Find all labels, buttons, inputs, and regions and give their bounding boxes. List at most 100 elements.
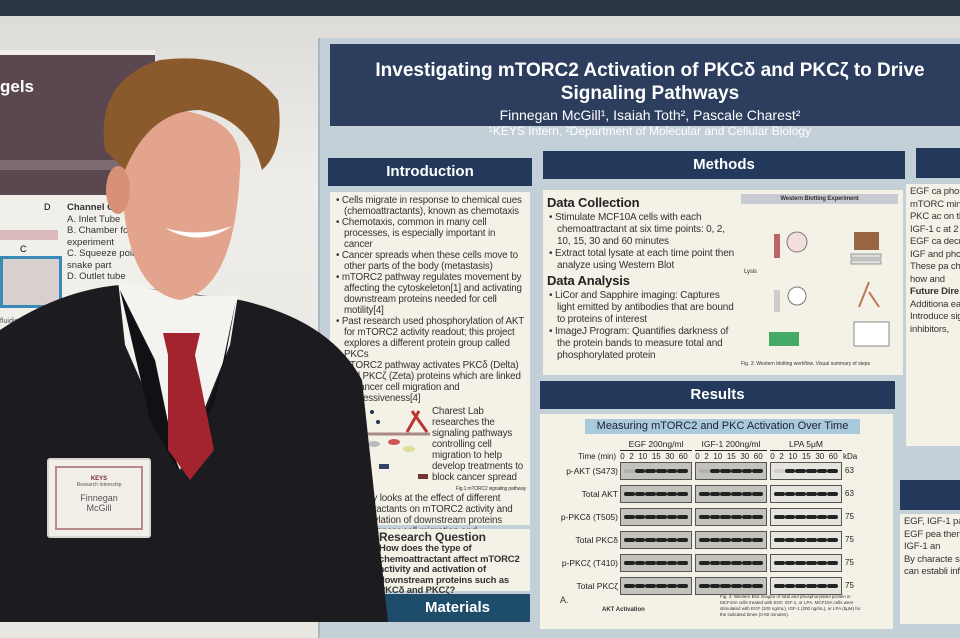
badge-last-name: McGill [86, 503, 112, 513]
blot-band [784, 515, 796, 519]
blot-band [709, 584, 721, 588]
blot-row: Total PKCδ 75 [544, 531, 862, 551]
left-caption: fluidic chip [0, 318, 33, 325]
blot-band [666, 492, 678, 496]
blot-band [634, 561, 646, 565]
blot-band [806, 469, 817, 473]
blot-band [666, 515, 678, 519]
poster-authors: Finnegan McGill¹, Isaiah Toth², Pascale … [499, 107, 801, 123]
right-bullet: EGF ca phosph IGF-1 a mTORC minutes [910, 186, 960, 210]
components-title: Channel Co [67, 202, 120, 213]
timepoint-label: 30 [815, 452, 825, 461]
western-blot-steps [769, 231, 890, 347]
timepoint-group: 0 2 10 15 30 60 [768, 451, 840, 463]
blot-band [624, 492, 635, 496]
blot-band [806, 538, 817, 542]
left-poster-title: gels [0, 77, 35, 96]
blot-panel [695, 485, 767, 503]
blot-band [720, 515, 732, 519]
blot-band [827, 561, 839, 565]
blot-band [795, 515, 807, 519]
blot-band [645, 584, 657, 588]
conclusion-bullet: EGF pea then dec [904, 528, 960, 540]
timepoint-label: 10 [788, 452, 798, 461]
blot-panel [695, 508, 767, 526]
blot-band [677, 561, 689, 565]
timepoint-label: 10 [713, 452, 723, 461]
timepoint-group: 0 2 10 15 30 60 [693, 451, 765, 463]
blot-row-label: Total PKCζ [576, 581, 618, 591]
intro-bullet: mTORC2 pathway regulates movement by aff… [334, 272, 526, 316]
blot-panel [770, 462, 842, 480]
future-bullet: Introduce signaling inhibitors, [910, 311, 960, 335]
research-question-box: Research Question How does the type of c… [375, 529, 530, 596]
blot-band [677, 538, 689, 542]
badge-org: KEYS [90, 476, 108, 482]
blot-band [827, 469, 839, 473]
blot-band [645, 538, 657, 542]
right-bullet: EGF ca decrease [910, 236, 960, 247]
blot-band [774, 538, 785, 542]
conclusion-bullet: By characte signaling pa can establi inf… [904, 553, 960, 578]
diagram-label-c: C [20, 244, 27, 254]
blot-band [741, 515, 753, 519]
component-item: D. Outlet tube [67, 271, 126, 282]
blot-band [741, 561, 753, 565]
blot-band [816, 538, 828, 542]
western-blot-figure-title: Western Blotting Experiment [741, 194, 898, 204]
blot-panel [770, 554, 842, 572]
conclusion-bullet: IGF-1 an [904, 541, 941, 552]
timepoint-label: 60 [678, 452, 688, 461]
blot-band [741, 538, 753, 542]
blot-band [709, 492, 721, 496]
name-badge-inner: KEYS Research Internship Finnegan McGill [55, 466, 143, 530]
future-directions-heading: Future Dire [910, 286, 960, 297]
blot-band [677, 515, 689, 519]
materials-header: Materials [385, 594, 530, 622]
blot-band [709, 469, 721, 473]
blot-band [795, 492, 807, 496]
timepoint-label: 2 [629, 452, 634, 461]
blot-panel [770, 577, 842, 595]
blot-kda: 75 [845, 558, 854, 567]
blot-band [795, 469, 807, 473]
timepoint-label: 0 [770, 452, 775, 461]
blot-band [806, 561, 817, 565]
blot-band [634, 515, 646, 519]
blot-kda: 75 [845, 535, 854, 544]
right-bullet: These pa chemoat signaling how and [910, 261, 960, 285]
blot-row: p-AKT (S473) 63 [544, 462, 862, 482]
intro-figure-caption: Fig.1 mTORC2 signaling pathway [455, 486, 526, 492]
blot-row: Total AKT 63 [544, 485, 862, 505]
time-label: Time (min) [578, 452, 616, 461]
blot-row: p-PKCδ (T505) 75 [544, 508, 862, 528]
timepoint-label: 60 [753, 452, 763, 461]
blot-band [720, 561, 732, 565]
lysis-label: Lysis [744, 269, 757, 275]
blot-band [827, 492, 839, 496]
conclusion-bullet: EGF, IGF-1 patterns in [904, 516, 960, 527]
blot-band [677, 492, 689, 496]
blot-panel [695, 462, 767, 480]
blot-band [645, 492, 657, 496]
blot-band [709, 561, 721, 565]
right-column-header [916, 148, 960, 178]
blot-band [624, 561, 635, 565]
blot-kda: 63 [845, 466, 854, 475]
blot-band [720, 469, 732, 473]
blot-grid: p-AKT (S473) 63 Total AKT 63 p-PKCδ (T505) 75… [544, 462, 862, 600]
blot-band [656, 515, 667, 519]
timepoint-label: 30 [665, 452, 675, 461]
treatment-egf: EGF 200ng/ml [620, 438, 692, 451]
right-column-body: EGF ca phosph IGF-1 a mTORC minutesPKC a… [906, 184, 960, 446]
data-analysis-heading: Data Analysis [547, 273, 630, 288]
top-poster-edge [0, 0, 960, 16]
blot-kda: 75 [845, 581, 854, 590]
akt-activation-title: AKT Activation [602, 607, 645, 613]
blot-band [784, 469, 796, 473]
blot-band [806, 515, 817, 519]
blot-band [731, 561, 742, 565]
blot-panel [620, 485, 692, 503]
blot-band [677, 584, 689, 588]
blot-panel [695, 554, 767, 572]
